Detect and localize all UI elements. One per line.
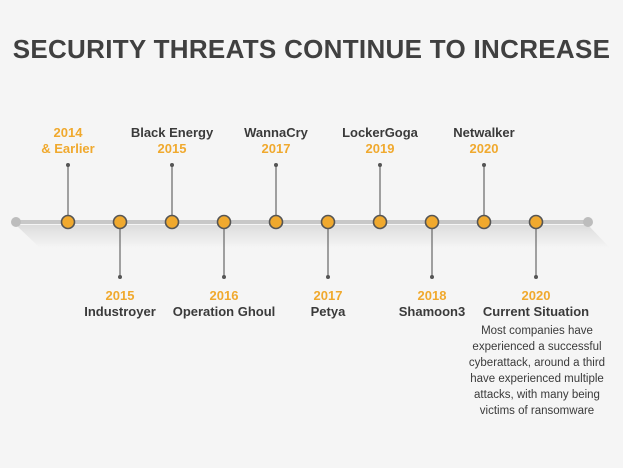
event-stem-dot (118, 275, 122, 279)
event-stem-dot (482, 163, 486, 167)
event-name: WannaCry (244, 125, 308, 140)
event-label-industroyer: 2015 Industroyer (55, 288, 185, 320)
event-name: LockerGoga (342, 125, 418, 140)
event-year: 2020 (521, 288, 551, 303)
event-label-shamoon3: 2018 Shamoon3 (367, 288, 497, 320)
event-year: 2016 (209, 288, 239, 303)
event-node (268, 214, 284, 230)
event-stem-dot (222, 275, 226, 279)
event-node (476, 214, 492, 230)
timeline-start-dot (11, 217, 21, 227)
slide-title: SECURITY THREATS CONTINUE TO INCREASE (12, 34, 611, 64)
event-label-wannacry: WannaCry 2017 (211, 125, 341, 157)
event-year-line2: & Earlier (41, 141, 95, 156)
event-label-lockergoga: LockerGoga 2019 (315, 125, 445, 157)
event-node (60, 214, 76, 230)
event-name: Operation Ghoul (172, 304, 276, 319)
timeline-end-dot (583, 217, 593, 227)
event-node (424, 214, 440, 230)
event-year: 2017 (313, 288, 343, 303)
event-node (216, 214, 232, 230)
event-year: 2018 (417, 288, 447, 303)
event-year: 2017 (261, 141, 291, 156)
event-label-2014: 2014 & Earlier (3, 125, 133, 157)
event-stem-dot (170, 163, 174, 167)
event-name: Netwalker (453, 125, 515, 140)
timeline-shadow (16, 225, 610, 248)
event-year: 2015 (157, 141, 187, 156)
event-label-petya: 2017 Petya (263, 288, 393, 320)
event-name: Industroyer (84, 304, 156, 319)
event-stem-dot (66, 163, 70, 167)
event-node (528, 214, 544, 230)
event-year: 2015 (105, 288, 135, 303)
event-label-operation-ghoul: 2016 Operation Ghoul (159, 288, 289, 320)
current-situation-description: Most companies have experienced a succes… (468, 325, 606, 417)
event-name: Black Energy (130, 125, 214, 140)
event-label-black-energy: Black Energy 2015 (107, 125, 237, 157)
event-year: 2020 (469, 141, 499, 156)
event-node (320, 214, 336, 230)
event-label-current-situation: 2020 Current Situation (471, 288, 601, 320)
event-stem-dot (430, 275, 434, 279)
event-label-netwalker: Netwalker 2020 (419, 125, 549, 157)
event-name: Shamoon3 (398, 304, 466, 319)
event-year: 2014 (53, 125, 83, 140)
event-name: Current Situation (482, 304, 590, 319)
event-name: Petya (310, 304, 346, 319)
event-stem-dot (378, 163, 382, 167)
event-stem-dot (274, 163, 278, 167)
event-node (372, 214, 388, 230)
event-node (164, 214, 180, 230)
event-year: 2019 (365, 141, 395, 156)
event-node (112, 214, 128, 230)
event-stem-dot (534, 275, 538, 279)
event-stem-dot (326, 275, 330, 279)
